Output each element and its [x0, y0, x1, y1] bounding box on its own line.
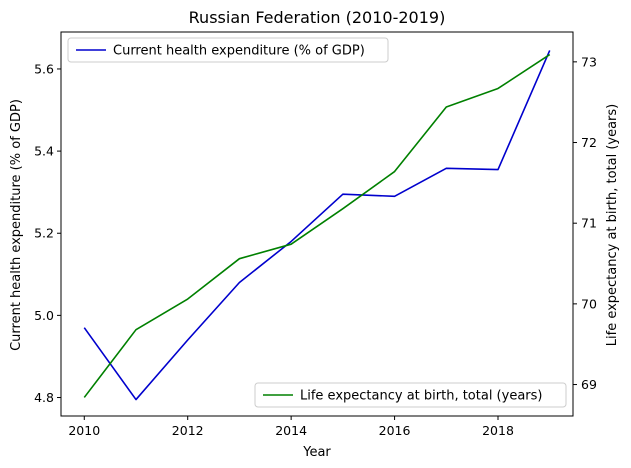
y-axis-left-label: Current health expenditure (% of GDP) [9, 99, 24, 351]
legend-life-expectancy-label: Life expectancy at birth, total (years) [300, 389, 542, 404]
x-tick-label: 2012 [172, 423, 204, 438]
health-expenditure-line [83, 50, 551, 401]
chart-title: Russian Federation (2010-2019) [189, 8, 446, 27]
y-left-tick-label: 5.0 [34, 308, 54, 323]
life-expectancy-line [83, 53, 551, 398]
x-tick-label: 2010 [68, 423, 100, 438]
legend-health-expenditure-label: Current health expenditure (% of GDP) [113, 44, 365, 59]
y-left-tick-label: 5.4 [34, 144, 54, 159]
x-tick-label: 2014 [275, 423, 307, 438]
plot-frame [60, 31, 574, 417]
y-left-tick-label: 5.2 [34, 226, 54, 241]
x-axis-label: Year [302, 445, 331, 460]
y-axis-right-label: Life expectancy at birth, total (years) [605, 104, 620, 346]
legend-life-expectancy-box [254, 382, 567, 408]
y-left-tick-label: 4.8 [34, 390, 54, 405]
y-left-tick-label: 5.6 [34, 61, 54, 76]
legend-health-expenditure-box [67, 37, 389, 63]
y-right-tick-label: 70 [581, 296, 597, 311]
y-right-tick-label: 72 [581, 135, 597, 150]
x-tick-label: 2016 [379, 423, 411, 438]
y-right-tick-label: 73 [581, 54, 597, 69]
x-tick-label: 2018 [482, 423, 514, 438]
y-right-tick-label: 69 [581, 377, 597, 392]
y-right-tick-label: 71 [581, 216, 597, 231]
